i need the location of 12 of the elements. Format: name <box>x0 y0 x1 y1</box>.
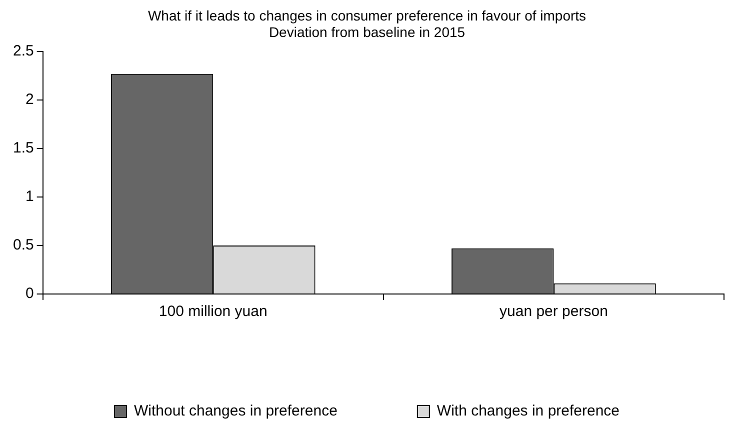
y-tick-label: 1.5 <box>12 140 34 157</box>
y-tick-label: 2.5 <box>12 42 34 60</box>
y-tick-label: 1 <box>26 188 34 206</box>
y-tick-label: 2 <box>26 91 34 108</box>
chart-subtitle: Deviation from baseline in 2015 <box>268 24 466 40</box>
legend-label: With changes in preference <box>436 402 620 420</box>
x-tick-label: yuan per person <box>500 303 608 320</box>
y-tick-label: 0 <box>26 285 34 302</box>
legend-label: Without changes in preference <box>134 402 338 420</box>
chart-title: What if it leads to changes in consumer preference in favour of imports <box>148 7 586 24</box>
y-tick-label: 0.5 <box>12 236 34 254</box>
x-tick-label: 100 million yuan <box>158 303 268 320</box>
